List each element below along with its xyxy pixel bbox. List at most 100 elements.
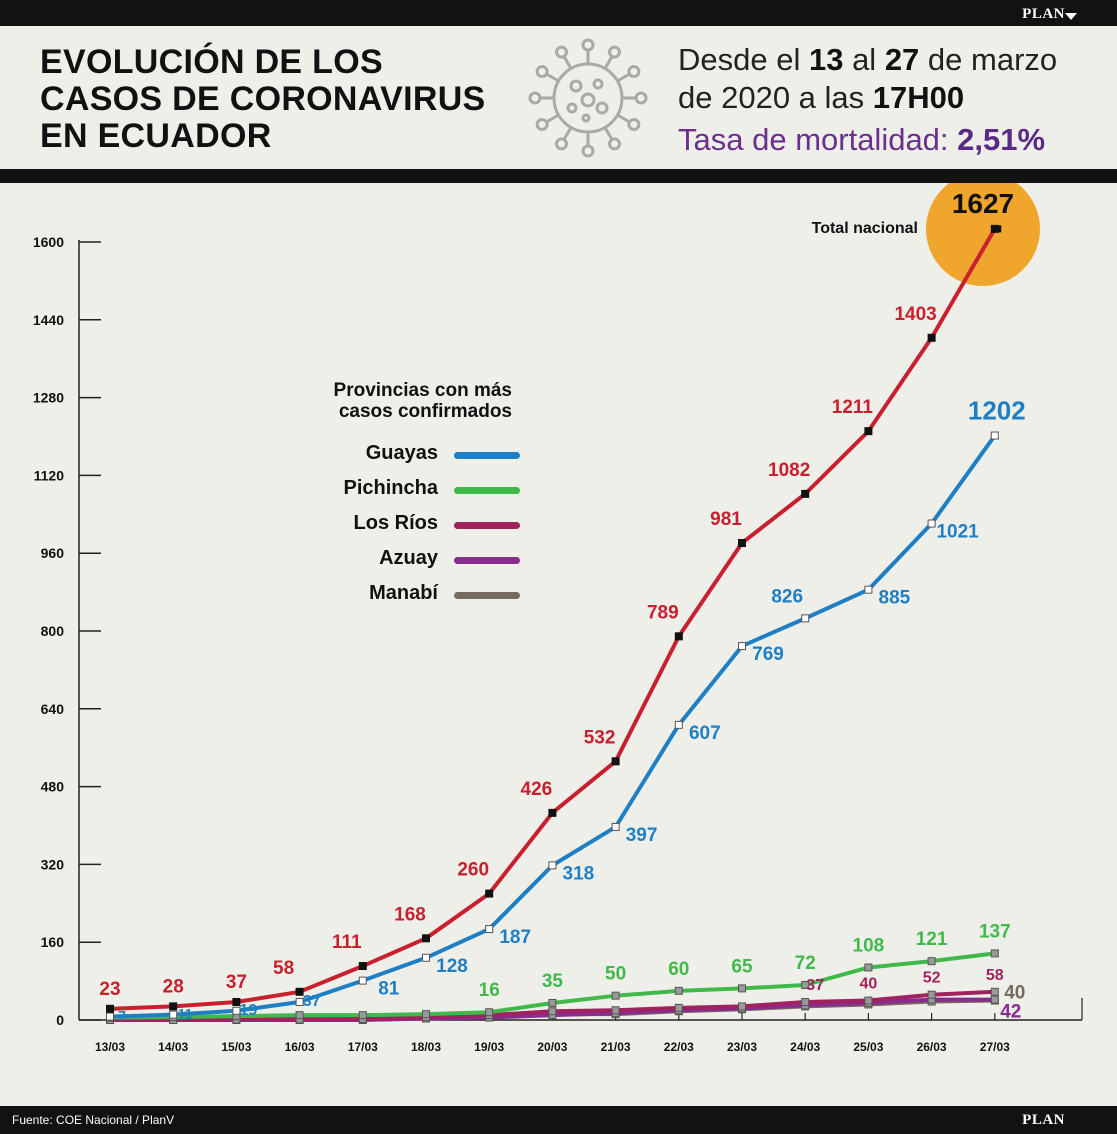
data-point-total-nacional <box>548 808 557 817</box>
y-tick-label: 320 <box>41 856 65 872</box>
chart-data-labels: 23 28 375811116826042653278998110821211140… <box>99 225 1026 1024</box>
data-label-guayas: 128 <box>436 956 468 977</box>
y-tick-label: 160 <box>41 934 65 950</box>
data-point-guayas <box>295 998 304 1007</box>
x-tick-label: 22/03 <box>664 1040 694 1054</box>
data-point-los-rios <box>738 1002 746 1011</box>
total-highlight-circle <box>926 183 1040 286</box>
data-label-pichincha: 50 <box>605 964 626 985</box>
data-point-total-nacional <box>422 934 430 943</box>
data-point-los-rios <box>548 1007 557 1016</box>
x-tick-label: 13/03 <box>95 1040 125 1054</box>
data-point-total-nacional <box>485 889 494 898</box>
x-tick-label: 15/03 <box>221 1040 251 1054</box>
data-point-guayas <box>674 720 683 729</box>
y-tick-label: 1440 <box>33 312 64 328</box>
series-line-total-nacional <box>109 227 997 1011</box>
data-point-guayas <box>801 614 810 623</box>
y-tick-label: 1600 <box>33 234 64 250</box>
data-label-los-rios: 40 <box>860 976 878 993</box>
data-label-los-rios: 58 <box>986 967 1004 984</box>
data-label-guayas: 607 <box>689 723 721 744</box>
date-start-day: 13 <box>808 42 844 77</box>
data-point-los-rios <box>611 1006 620 1015</box>
data-label-pichincha: 60 <box>668 959 689 980</box>
data-point-los-rios <box>990 987 999 996</box>
data-label-total: 426 <box>521 779 553 800</box>
legend-label: Guayas <box>365 442 438 464</box>
title-line-2: CASOS DE CORONAVIRUS <box>40 80 486 118</box>
y-tick-label: 1280 <box>33 390 64 406</box>
title-line-3: EN ECUADOR <box>40 117 272 155</box>
legend-item-pichincha: Pichincha <box>270 471 530 506</box>
brand-logo-top: PLAN <box>1022 6 1065 22</box>
x-tick-label: 20/03 <box>537 1040 567 1054</box>
data-point-guayas <box>864 585 873 594</box>
legend-item-guayas: Guayas <box>270 436 530 471</box>
data-point-total-nacional <box>106 1004 114 1013</box>
data-label-total: 981 <box>710 509 742 530</box>
data-label-guayas: 397 <box>626 825 658 846</box>
chart-axes: 0 160 320 480 640 800 960 1120 1280 1440 1600 13/03… <box>33 234 1083 1054</box>
data-label-pichincha: 65 <box>731 956 753 977</box>
x-tick-label: 18/03 <box>411 1040 441 1054</box>
data-point-pichincha <box>611 991 620 1000</box>
data-label-pichincha: 72 <box>795 953 816 974</box>
data-label-guayas: 37 <box>303 993 321 1010</box>
data-label-total: 111 <box>332 932 362 953</box>
total-highlight: 1627 Total nacional <box>812 183 1040 286</box>
data-label-total: 260 <box>457 860 489 881</box>
data-point-guayas <box>738 642 746 651</box>
data-point-total-nacional <box>674 632 683 641</box>
data-label-total: 58 <box>273 958 294 979</box>
data-label-total: 1403 <box>894 304 936 325</box>
legend-title-line-2: casos confirmados <box>338 401 512 422</box>
line-chart: 0 160 320 480 640 800 960 1120 1280 1440 1600 13/03… <box>33 183 1083 1054</box>
data-label-total: 23 <box>99 979 120 1000</box>
data-label-guayas: 885 <box>879 588 911 609</box>
mortality-label: Tasa de mortalidad: <box>678 122 958 157</box>
footer-bar: Fuente: COE Nacional / PlanV PLAN <box>0 1106 1117 1134</box>
data-label-pichincha: 137 <box>979 921 1011 942</box>
data-label-pichincha: 121 <box>916 929 948 950</box>
data-point-pichincha <box>422 1010 430 1019</box>
x-tick-label: 19/03 <box>474 1040 504 1054</box>
y-tick-label: 480 <box>41 779 65 795</box>
data-point-los-rios <box>674 1003 683 1012</box>
legend-item-manabi: Manabí <box>270 576 530 611</box>
data-point-pichincha <box>801 980 810 989</box>
data-point-guayas <box>422 953 430 962</box>
header: EVOLUCIÓN DE LOS CASOS DE CORONAVIRUS EN… <box>0 26 1117 169</box>
date-text-post: de marzo <box>919 42 1058 77</box>
data-label-pichincha: 108 <box>853 935 885 956</box>
mortality-rate: Tasa de mortalidad: 2,51% <box>678 122 1045 158</box>
y-tick-label: 1120 <box>34 467 65 483</box>
data-label-manabi: 40 <box>1004 983 1025 1004</box>
data-label-pichincha: 16 <box>479 980 500 1001</box>
data-label-guayas: 769 <box>752 644 784 665</box>
data-label-total: 532 <box>584 727 616 748</box>
legend-title-line-1: Provincias con más <box>333 380 512 401</box>
x-tick-label: 27/03 <box>980 1040 1010 1054</box>
data-label-azuay: 42 <box>1000 1002 1021 1023</box>
legend-swatch <box>454 522 520 529</box>
date-range-line-1: Desde el 13 al 27 de marzo <box>678 42 1057 78</box>
data-point-total-nacional <box>801 489 810 498</box>
data-label-total: 37 <box>226 972 247 993</box>
legend-label: Manabí <box>369 582 438 604</box>
data-point-guayas <box>990 431 999 440</box>
legend-label: Pichincha <box>343 477 438 499</box>
x-tick-label: 14/03 <box>158 1040 188 1054</box>
data-point-pichincha <box>485 1008 494 1017</box>
legend-item-los-rios: Los Ríos <box>270 506 530 541</box>
total-highlight-label: Total nacional <box>812 220 918 237</box>
mortality-value: 2,51% <box>957 122 1046 157</box>
legend-swatch <box>454 452 520 459</box>
y-tick-label: 800 <box>41 623 65 639</box>
data-point-pichincha <box>927 957 936 966</box>
data-label-guayas: 826 <box>771 586 803 607</box>
data-point-guayas <box>169 1010 178 1019</box>
data-label-total: 1082 <box>768 460 810 481</box>
data-label-total: 789 <box>647 602 679 623</box>
data-point-guayas <box>485 925 494 934</box>
